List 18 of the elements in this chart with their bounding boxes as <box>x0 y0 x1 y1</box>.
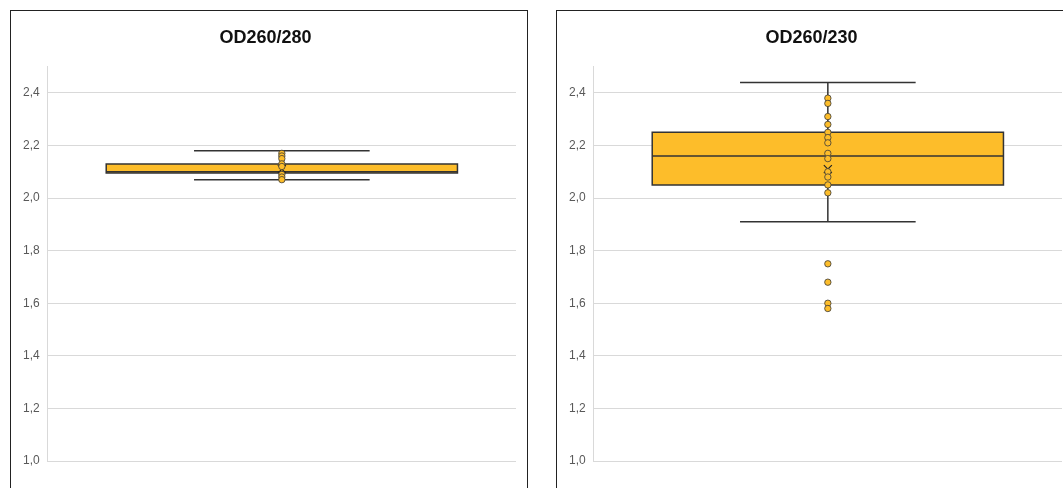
y-tick-label: 1,6 <box>22 295 40 310</box>
y-tick-label: 1,4 <box>22 348 40 363</box>
y-tick-label: 1,0 <box>22 453 40 468</box>
y-tick-label: 1,2 <box>568 400 586 415</box>
y-tick-label: 2,4 <box>568 85 586 100</box>
chart-title: OD260/280 <box>219 26 312 47</box>
y-tick-label: 2,2 <box>22 137 40 152</box>
y-tick-label: 1,4 <box>568 348 586 363</box>
y-tick-label: 1,2 <box>22 400 40 415</box>
y-tick-label: 2,0 <box>568 190 586 205</box>
y-tick-label: 1,6 <box>568 295 586 310</box>
chart-title: OD260/230 <box>765 26 858 47</box>
y-tick-label: 2,2 <box>568 137 586 152</box>
y-tick-label: 2,4 <box>22 85 40 100</box>
y-tick-label: 1,8 <box>22 242 40 257</box>
y-tick-label: 1,0 <box>568 453 586 468</box>
y-tick-label: 1,8 <box>568 242 586 257</box>
y-tick-label: 2,0 <box>22 190 40 205</box>
